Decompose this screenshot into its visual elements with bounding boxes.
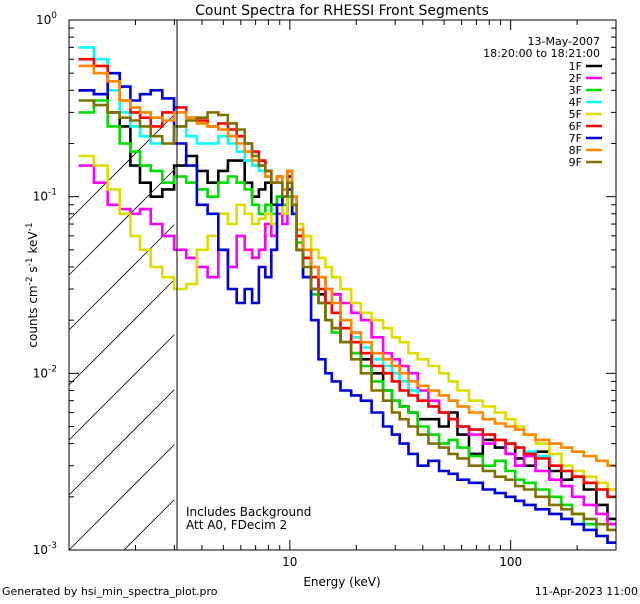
plot-frame [68,19,617,551]
hatch-line [68,169,175,276]
hatch-line [68,224,175,331]
series-2F [78,164,616,526]
time-range-label: 18:20:00 to 18:21:00 [483,47,600,60]
y-tick-base: 10 [36,13,51,27]
x-tick-label: 10 [282,555,297,569]
legend-label-3F: 3F [569,84,582,97]
legend-label-5F: 5F [569,108,582,121]
legend-label-2F: 2F [569,72,582,85]
y-tick-base: 10 [33,366,48,380]
series-9F [78,99,616,532]
y-tick-base: 10 [33,190,48,204]
y-tick-exponent: -2 [48,364,57,374]
y-axis-label: counts cm-2 s-1 keV-1 [25,222,40,347]
x-tick-label: 100 [499,555,522,569]
svg-text:counts cm-2 s-1 keV-1: counts cm-2 s-1 keV-1 [25,222,40,347]
x-axis-label: Energy (keV) [303,575,380,589]
hatch-line [68,334,175,441]
series-5F [78,154,616,491]
excluded-energy-hatch [68,114,175,551]
y-tick-label: 10-3 [33,541,57,557]
y-tick-label: 100 [36,11,57,27]
legend-label-7F: 7F [569,132,582,145]
legend-label-6F: 6F [569,120,582,133]
legend-label-4F: 4F [569,96,582,109]
date-label: 13-May-2007 [528,35,600,48]
legend-label-1F: 1F [569,60,582,73]
hatch-line [68,279,175,386]
hatch-line [68,444,175,551]
legend-label-9F: 9F [569,156,582,169]
y-tick-exponent: -1 [48,188,57,198]
y-tick-exponent: -3 [48,541,57,551]
timestamp-label: 11-Apr-2023 11:00 [535,585,638,598]
hatch-line [123,499,175,551]
series-8F [78,64,616,467]
series-layer [78,46,616,544]
series-4F [78,46,616,499]
series-6F [78,57,616,499]
series-7F [78,71,616,544]
y-tick-base: 10 [33,543,48,557]
annotation-attenuator: Att A0, FDecim 2 [186,518,287,532]
chart-title: Count Spectra for RHESSI Front Segments [195,3,489,19]
legend-label-8F: 8F [569,144,582,157]
y-tick-label: 10-2 [33,364,57,380]
generated-by-label: Generated by hsi_min_spectra_plot.pro [2,585,218,598]
y-tick-label: 10-1 [33,188,57,204]
y-tick-exponent: 0 [51,11,57,21]
hatch-line [68,389,175,496]
annotation-background: Includes Background [186,505,311,519]
series-3F [78,99,616,544]
hatch-line [68,114,175,221]
